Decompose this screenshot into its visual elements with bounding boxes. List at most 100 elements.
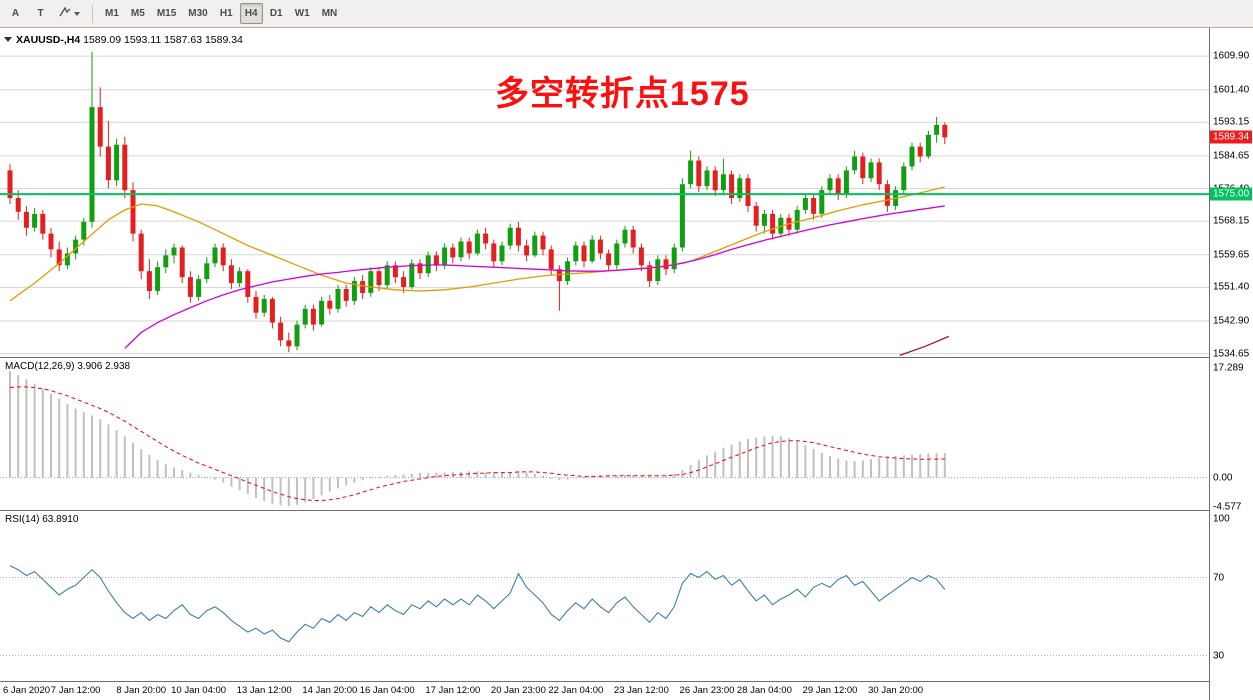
timeframe-button-m1[interactable]: M1	[100, 3, 124, 24]
toolbar-separator	[92, 4, 93, 23]
candlestick-chart[interactable]	[0, 28, 1253, 357]
timeframe-button-w1[interactable]: W1	[290, 3, 315, 24]
macd-histogram-bar	[583, 477, 585, 478]
timeframe-button-h4[interactable]: H4	[239, 3, 263, 24]
macd-histogram-bar	[943, 452, 946, 478]
line-studies-icon	[59, 6, 71, 21]
timeframe-button-m30[interactable]: M30	[183, 3, 212, 24]
candle-body	[146, 271, 152, 291]
macd-histogram-bar	[230, 477, 233, 487]
text-tool-button[interactable]: T	[29, 3, 52, 24]
macd-histogram-bar	[181, 470, 184, 478]
candle-body	[917, 146, 923, 157]
line-studies-dropdown-button[interactable]	[54, 3, 85, 24]
macd-histogram-bar	[722, 447, 725, 478]
time-axis-label: 6 Jan 2020	[3, 685, 51, 696]
symbol-dropdown-icon[interactable]	[4, 37, 12, 42]
rsi-panel[interactable]: RSI(14) 63.8910	[0, 511, 1253, 682]
macd-histogram-bar	[788, 438, 790, 478]
candle-body	[433, 255, 439, 266]
macd-histogram-bar	[681, 470, 684, 478]
macd-histogram-bar	[878, 458, 881, 478]
current-price-tag: 1589.34	[1210, 130, 1253, 144]
macd-histogram-bar	[410, 473, 413, 478]
chart-title: XAUUSD-,H4 1589.09 1593.11 1587.63 1589.…	[4, 34, 243, 46]
timeframe-button-d1[interactable]: D1	[265, 3, 288, 24]
macd-histogram-bar	[361, 477, 364, 481]
macd-histogram-bar	[714, 451, 717, 478]
macd-histogram-bar	[738, 441, 741, 478]
candle-body	[720, 174, 726, 191]
macd-histogram-bar	[74, 408, 77, 478]
macd-histogram-bar	[484, 471, 487, 478]
timeframe-button-h1[interactable]: H1	[215, 3, 238, 24]
rsi-tick-label: 70	[1213, 572, 1225, 583]
candle-body	[655, 259, 661, 281]
macd-histogram-bar	[25, 379, 28, 478]
macd-panel[interactable]: MACD(12,26,9) 3.906 2.938	[0, 358, 1253, 511]
rsi-chart[interactable]	[0, 511, 1209, 682]
macd-indicator-label: MACD(12,26,9) 3.906 2.938	[5, 361, 131, 372]
candle-body	[261, 298, 267, 313]
candle-body	[417, 263, 423, 274]
macd-tick-label: -4.577	[1213, 501, 1242, 513]
time-axis-label: 14 Jan 20:00	[302, 685, 358, 696]
macd-histogram-bar	[542, 475, 544, 478]
candle-body	[319, 300, 325, 325]
macd-histogram-bar	[935, 453, 938, 478]
timeframe-button-m15[interactable]: M15	[152, 3, 181, 24]
chart-annotation-text[interactable]: 多空转折点1575	[495, 75, 750, 113]
main-chart-panel[interactable]: XAUUSD-,H4 1589.09 1593.11 1587.63 1589.…	[0, 28, 1253, 358]
macd-histogram-bar	[214, 477, 216, 480]
time-axis[interactable]: 6 Jan 2020 7 Jan 12:00 8 Jan 20:00 10 Jan 0…	[0, 682, 1253, 700]
macd-histogram-bar	[255, 477, 257, 498]
candle-body	[843, 170, 849, 195]
macd-tick-label: 0.00	[1213, 472, 1233, 484]
arrow-tool-button[interactable]: A	[4, 3, 27, 24]
macd-histogram-bar	[624, 475, 626, 478]
chart-ohlc-values: 1589.09 1593.11 1587.63 1589.34	[83, 34, 243, 46]
candle-body	[187, 277, 193, 297]
candle-body	[614, 243, 620, 266]
macd-histogram-bar	[279, 477, 282, 506]
macd-histogram-bar	[205, 477, 208, 478]
timeframe-button-mn[interactable]: MN	[317, 3, 343, 24]
candle-body	[712, 170, 718, 191]
candle-body	[827, 178, 833, 191]
candle-body	[606, 253, 612, 266]
candle-body	[335, 289, 341, 309]
candle-body	[163, 255, 169, 268]
candle-body	[237, 271, 243, 284]
macd-histogram-bar	[747, 438, 749, 478]
timeframe-button-group: M1 M5 M15 M30 H1 H4 D1 W1 MN	[100, 3, 342, 24]
price-tick-label: 1542.90	[1213, 315, 1250, 327]
candle-body	[753, 205, 759, 226]
candle-body	[81, 221, 87, 240]
candle-body	[548, 249, 554, 270]
candle-body	[597, 239, 603, 254]
candle-body	[589, 239, 595, 262]
timeframe-button-m5[interactable]: M5	[126, 3, 150, 24]
macd-histogram-bar	[148, 454, 151, 478]
candle-body	[179, 247, 185, 278]
macd-histogram-bar	[771, 435, 774, 478]
macd-chart[interactable]	[0, 358, 1209, 511]
macd-histogram-bar	[886, 456, 889, 478]
candle-body	[507, 227, 513, 246]
time-axis-label: 20 Jan 23:00	[490, 685, 546, 696]
ma-slow-magenta-line	[124, 205, 945, 349]
price-axis[interactable]: 1609.901601.401593.151584.651576.401568.…	[1210, 28, 1253, 682]
ma-fast-orange-line	[9, 186, 945, 302]
candle-body	[934, 124, 940, 135]
time-axis-label: 23 Jan 12:00	[613, 685, 669, 696]
candle-body	[450, 247, 456, 258]
macd-histogram-bar	[763, 436, 766, 478]
macd-histogram-bar	[66, 404, 69, 478]
candle-body	[540, 235, 546, 250]
macd-histogram-bar	[91, 415, 93, 478]
macd-histogram-bar	[779, 436, 782, 478]
candle-body	[23, 211, 29, 228]
candle-body	[171, 247, 177, 256]
candle-body	[327, 300, 333, 309]
macd-histogram-bar	[525, 472, 528, 478]
